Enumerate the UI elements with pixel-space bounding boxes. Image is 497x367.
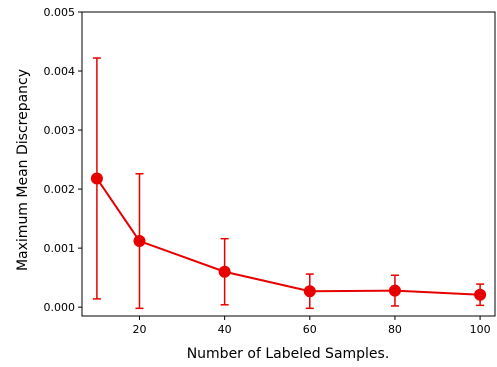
y-tick-label: 0.004: [44, 65, 76, 78]
y-tick-label: 0.000: [44, 301, 76, 314]
y-tick-label: 0.003: [44, 124, 76, 137]
plot-area: [90, 57, 487, 310]
x-ticks: 20 40 60 80 100: [132, 316, 491, 336]
y-tick-label: 0.005: [44, 6, 76, 19]
data-point: [388, 284, 401, 297]
data-point: [218, 265, 231, 278]
data-point: [90, 172, 103, 185]
x-tick-label: 20: [132, 323, 146, 336]
data-point: [474, 288, 487, 301]
series-line: [96, 177, 481, 296]
x-tick-label: 40: [218, 323, 232, 336]
x-axis-label: Number of Labeled Samples.: [187, 346, 390, 362]
axes: [81, 11, 496, 317]
y-axis-label: Maximum Mean Discrepancy: [15, 69, 31, 271]
x-tick-label: 100: [470, 323, 491, 336]
y-tick-label: 0.002: [44, 183, 76, 196]
y-ticks: 0.000 0.001 0.002 0.003 0.004 0.005: [44, 6, 82, 314]
x-tick-label: 80: [388, 323, 402, 336]
data-point: [303, 285, 316, 298]
x-tick-label: 60: [303, 323, 317, 336]
y-tick-label: 0.001: [44, 242, 76, 255]
axes-frame: [81, 11, 496, 317]
data-point: [133, 235, 146, 248]
